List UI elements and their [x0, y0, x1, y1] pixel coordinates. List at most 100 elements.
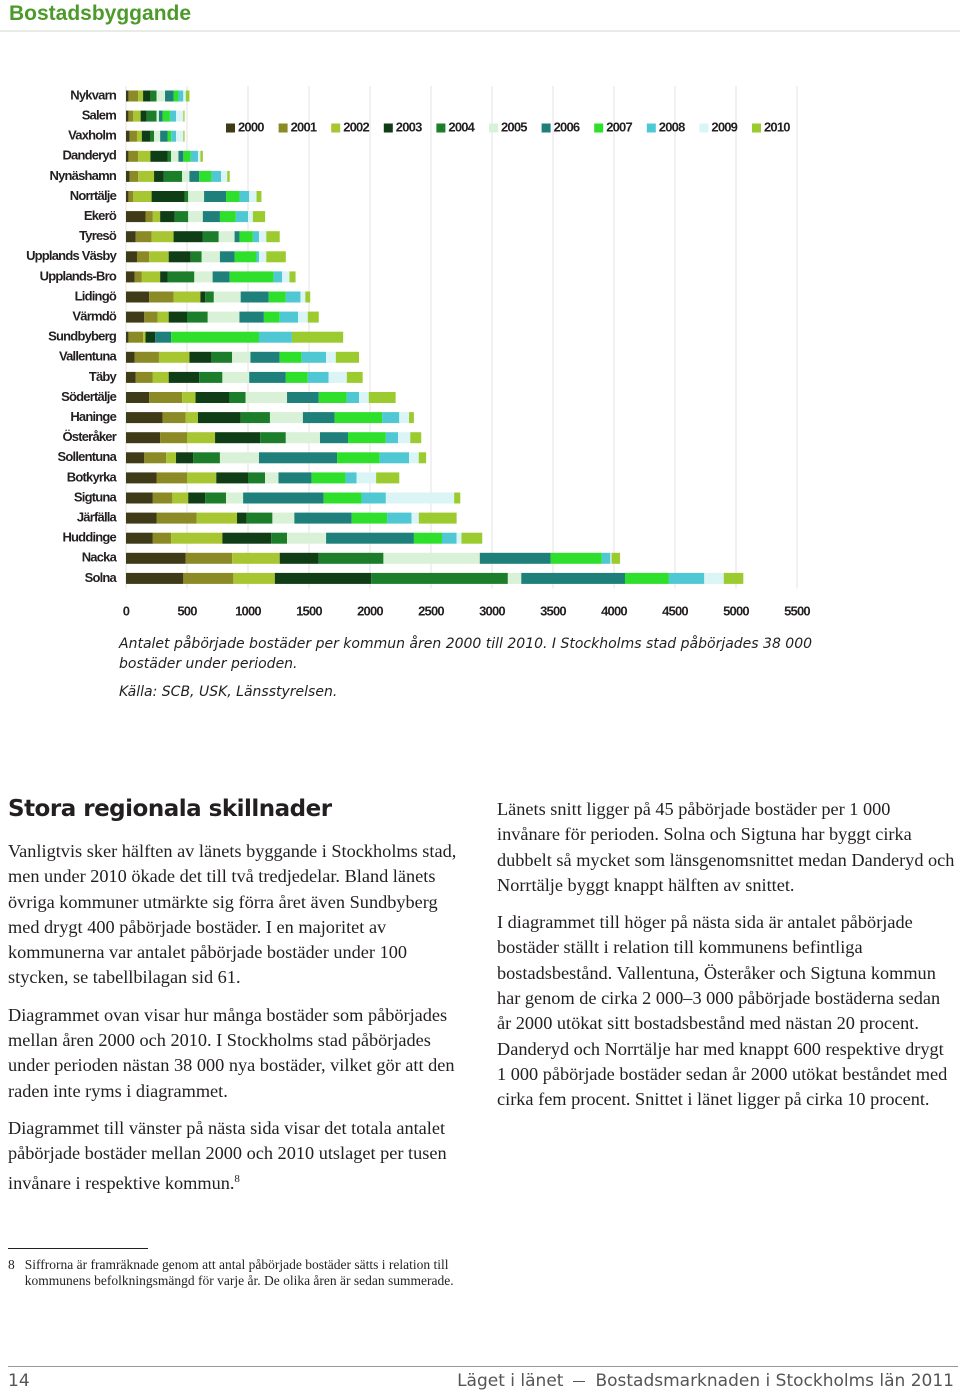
x-tick-label: 2500 — [418, 603, 444, 618]
bar-segment — [479, 552, 551, 564]
bar-segment — [248, 211, 253, 223]
bar-segment — [250, 351, 280, 363]
bar-segment — [199, 371, 223, 383]
bar-segment — [219, 211, 236, 223]
bar-segment — [176, 110, 184, 122]
bar-segment — [126, 512, 157, 524]
bar-segment — [279, 351, 302, 363]
bar-segment — [379, 452, 410, 464]
bar-segment — [133, 110, 141, 122]
bar-segment — [173, 231, 203, 243]
bar-segment — [258, 251, 267, 263]
bar-segment — [311, 472, 346, 484]
y-tick-label: Nacka — [82, 550, 118, 565]
bar-segment — [454, 492, 461, 504]
bar-segment — [156, 472, 187, 484]
bar-segment — [134, 351, 159, 363]
bar-segment — [521, 572, 625, 584]
bar-segment — [169, 110, 177, 122]
bar-segment — [129, 130, 137, 142]
bar-segment — [183, 90, 186, 102]
bar-segment — [211, 170, 222, 182]
bar-segment — [202, 211, 220, 223]
bar-segment — [154, 170, 164, 182]
y-tick-label: Ekerö — [84, 208, 117, 223]
bar-segment — [624, 572, 669, 584]
bar-segment — [409, 412, 414, 424]
bar-segment — [176, 452, 194, 464]
bar-segment — [252, 211, 266, 223]
x-tick-label: 3500 — [540, 603, 566, 618]
bar-segment — [126, 452, 145, 464]
bar-segment — [150, 150, 168, 162]
bar-segment — [133, 191, 152, 202]
bar-segment — [239, 311, 264, 323]
x-tick-label: 500 — [177, 603, 197, 618]
bar-segment — [138, 150, 151, 162]
bar-segment — [610, 552, 612, 564]
bar-segment — [287, 392, 319, 403]
bar-segment — [197, 412, 241, 424]
paragraph: Länets snitt ligger på 45 påbörjade bost… — [497, 799, 955, 895]
bar-segment — [143, 331, 146, 343]
bar-segment — [383, 552, 480, 564]
bar-segment — [294, 512, 352, 524]
bar-segment — [287, 532, 327, 544]
chart: 0 500 1000 1500 2000 2500 3000 3500 4000 4500 5000… — [0, 30, 960, 618]
bar-segment — [368, 392, 396, 403]
x-tick-label: 5000 — [723, 603, 749, 618]
left-column: Vanligtvis sker hälften av länets byggan… — [8, 839, 470, 1208]
bar-segment — [160, 130, 168, 142]
bar-segment — [171, 532, 223, 544]
y-tick-label: Sollentuna — [58, 449, 118, 464]
page-title: Bostadsbyggande — [9, 2, 192, 25]
bar-segment — [356, 472, 377, 484]
bar-segment — [300, 291, 306, 303]
legend-label: 2004 — [448, 119, 475, 134]
bar-segment — [337, 452, 380, 464]
bar-segment — [126, 412, 163, 424]
bar-segment — [158, 110, 163, 122]
bar-segment — [134, 271, 142, 283]
bar-segment — [266, 231, 280, 243]
legend-swatch — [226, 123, 235, 133]
bar-segment — [190, 150, 198, 162]
bar-segment — [376, 472, 400, 484]
bar-segment — [135, 231, 152, 243]
legend-swatch — [383, 123, 393, 133]
bar-segment — [205, 291, 214, 303]
bar-segment — [182, 392, 196, 403]
bar-segment — [150, 130, 155, 142]
bar-segment — [456, 532, 462, 544]
legend-label: 2009 — [711, 119, 737, 134]
bar-segment — [173, 90, 179, 102]
bar-segment — [187, 472, 217, 484]
bar-segment — [183, 150, 191, 162]
y-tick-label: Salem — [82, 108, 117, 123]
bar-segment — [168, 251, 191, 263]
bar-segment — [162, 110, 170, 122]
footer-text: Läget i länet Bostadsmarknaden i Stockhol… — [457, 1371, 954, 1391]
bar-segment — [229, 392, 246, 403]
bar-segment — [126, 211, 146, 223]
bar-segment — [258, 452, 338, 464]
bar-segment — [174, 211, 189, 223]
bar-segment — [151, 191, 185, 202]
bar-segment — [285, 371, 308, 383]
bar-segment — [359, 392, 369, 403]
y-tick-label: Sigtuna — [74, 489, 118, 504]
x-tick-label: 3000 — [479, 603, 505, 618]
x-tick-label: 1000 — [235, 603, 261, 618]
bar-segment — [185, 412, 198, 424]
x-tick-label: 4500 — [662, 603, 688, 618]
bar-segment — [234, 251, 257, 263]
bar-segment — [243, 492, 324, 504]
bar-segment — [126, 532, 153, 544]
bar-segment — [128, 331, 144, 343]
legend-label: 2001 — [291, 119, 317, 134]
bar-segment — [183, 572, 234, 584]
y-tick-label: Danderyd — [62, 148, 116, 163]
bar-segment — [319, 432, 349, 444]
bar-segment — [178, 90, 184, 102]
bar-segment — [126, 392, 150, 403]
